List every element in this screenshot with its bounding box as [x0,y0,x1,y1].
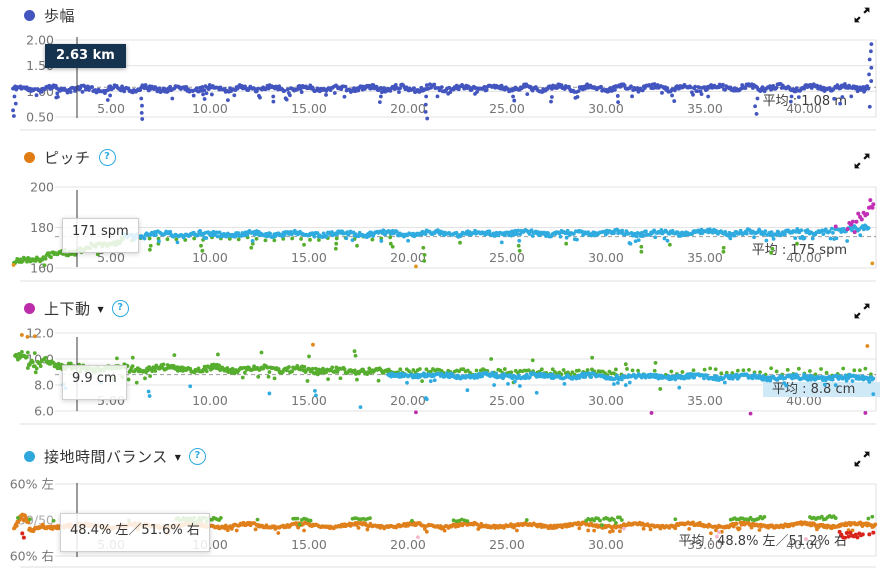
chart-title-stride: 歩幅 [44,6,76,25]
svg-text:25.00: 25.00 [489,101,525,116]
svg-text:25.00: 25.00 [489,393,525,408]
expand-icon[interactable] [853,302,871,320]
svg-text:30.00: 30.00 [588,250,624,265]
svg-text:30.00: 30.00 [588,537,624,552]
svg-text:35.00: 35.00 [687,250,723,265]
svg-text:30.00: 30.00 [588,101,624,116]
help-icon[interactable]: ? [188,447,206,465]
svg-text:20.00: 20.00 [390,101,426,116]
tooltip-stride: 2.63 km [45,44,126,68]
svg-text:60% 右: 60% 右 [10,549,54,564]
svg-text:15.00: 15.00 [291,250,327,265]
svg-text:6.0: 6.0 [34,404,54,419]
svg-text:40.00: 40.00 [786,250,822,265]
help-icon[interactable]: ? [111,299,129,317]
svg-text:15.00: 15.00 [291,393,327,408]
chart-title-cadence: ピッチ [44,148,91,167]
expand-icon[interactable] [853,6,871,24]
gct-balance-legend-dot-icon [24,450,35,462]
svg-text:35.00: 35.00 [687,537,723,552]
svg-text:12.0: 12.0 [26,326,54,341]
svg-text:35.00: 35.00 [687,393,723,408]
svg-text:5.00: 5.00 [97,101,125,116]
expand-icon[interactable] [853,450,871,468]
svg-text:40.00: 40.00 [786,537,822,552]
help-icon[interactable]: ? [98,148,116,166]
cadence-legend-dot-icon [24,151,35,163]
tooltip-vertical-oscillation: 9.9 cm [62,365,127,400]
svg-text:10.00: 10.00 [192,250,228,265]
svg-text:180: 180 [30,220,54,235]
expand-icon[interactable] [853,152,871,170]
chart-header-stride: 歩幅 [24,5,75,25]
tooltip-gct-balance: 48.4% 左／51.6% 右 [60,513,210,552]
svg-text:200: 200 [30,180,54,195]
svg-text:0.50: 0.50 [26,110,54,125]
svg-text:25.00: 25.00 [489,250,525,265]
svg-text:160: 160 [30,261,54,276]
chart-header-gct-balance: 接地時間バランス ▼ ? [24,446,206,466]
svg-text:35.00: 35.00 [687,101,723,116]
svg-text:40.00: 40.00 [786,101,822,116]
svg-text:10.00: 10.00 [192,393,228,408]
svg-text:平均 : 1.08 m: 平均 : 1.08 m [763,94,847,109]
svg-text:平均 : 48.8% 左／51.2% 右: 平均 : 48.8% 左／51.2% 右 [678,534,847,549]
chart-title-gct-balance: 接地時間バランス [44,447,168,466]
stride-legend-dot-icon [24,9,35,21]
svg-text:8.0: 8.0 [34,378,54,393]
svg-text:10.00: 10.00 [192,101,228,116]
svg-text:15.00: 15.00 [291,101,327,116]
chevron-down-icon[interactable]: ▼ [174,452,181,462]
svg-text:20.00: 20.00 [390,537,426,552]
chart-header-vertical-oscillation: 上下動 ▼ ? [24,298,129,318]
svg-text:60% 左: 60% 左 [10,477,54,492]
svg-text:20.00: 20.00 [390,250,426,265]
svg-text:30.00: 30.00 [588,393,624,408]
chevron-down-icon[interactable]: ▼ [97,304,104,314]
chart-header-cadence: ピッチ ? [24,147,116,167]
chart-title-vertical-oscillation: 上下動 [44,299,91,318]
svg-text:平均 : 175 spm: 平均 : 175 spm [752,243,847,258]
tooltip-cadence: 171 spm [62,218,139,253]
svg-text:25.00: 25.00 [489,537,525,552]
vertical-oscillation-legend-dot-icon [24,302,35,314]
svg-text:5.00: 5.00 [97,250,125,265]
svg-text:15.00: 15.00 [291,537,327,552]
svg-text:2.00: 2.00 [26,33,54,48]
svg-text:20.00: 20.00 [390,393,426,408]
